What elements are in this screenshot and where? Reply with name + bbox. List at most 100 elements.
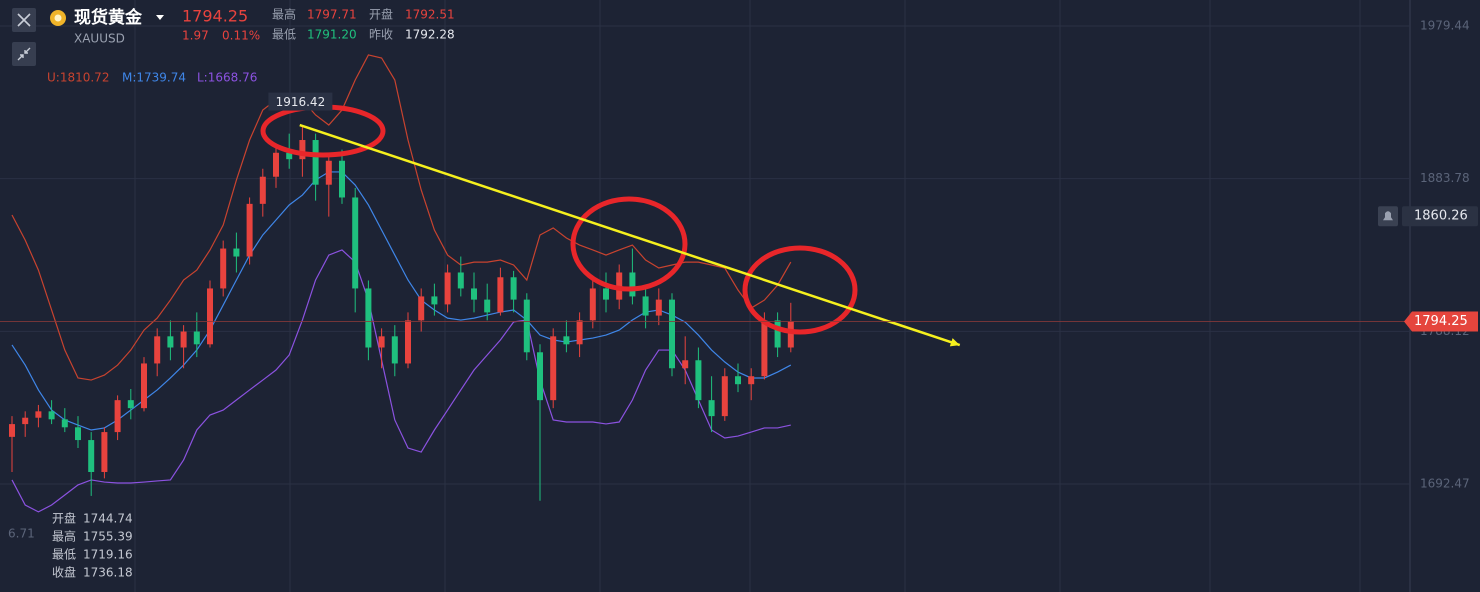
candle-body bbox=[787, 321, 794, 348]
trend-arrow bbox=[949, 338, 960, 347]
candle-body bbox=[721, 376, 728, 417]
candle-body bbox=[365, 288, 372, 348]
shrink-icon bbox=[17, 47, 31, 61]
candle-body bbox=[88, 440, 95, 472]
candle-body bbox=[114, 400, 121, 433]
price: 1794.25 bbox=[182, 7, 248, 26]
change: 1.97 bbox=[182, 29, 209, 43]
info-value: 1736.18 bbox=[83, 566, 133, 580]
stat-value: 1791.20 bbox=[307, 28, 357, 42]
y-tick-label: 1979.44 bbox=[1420, 18, 1470, 32]
info-label: 开盘 bbox=[52, 511, 76, 526]
candle-body bbox=[669, 299, 675, 369]
candle-body bbox=[35, 411, 42, 418]
stat-label: 最低 bbox=[272, 28, 296, 42]
candle-body bbox=[180, 331, 187, 348]
candle-body bbox=[695, 360, 702, 401]
candle-body bbox=[576, 320, 583, 345]
candle-body bbox=[774, 320, 781, 348]
close-icon bbox=[17, 13, 31, 27]
peak-label-box bbox=[268, 92, 333, 111]
candle-body bbox=[233, 248, 240, 257]
candle-body bbox=[405, 320, 411, 364]
candle-body bbox=[431, 296, 438, 305]
candle-body bbox=[444, 272, 451, 305]
candle-body bbox=[207, 288, 213, 345]
stat-value: 1792.28 bbox=[405, 28, 455, 42]
alert-bell bbox=[1383, 211, 1393, 221]
candle-body bbox=[497, 277, 504, 313]
candle-body bbox=[61, 419, 68, 428]
info-value: 1755.39 bbox=[83, 530, 133, 544]
info-value: 1719.16 bbox=[83, 548, 133, 562]
symbol-name[interactable]: 现货黄金 bbox=[74, 7, 143, 28]
candle-body bbox=[418, 296, 425, 321]
band-line bbox=[11, 54, 792, 381]
shrink-button[interactable] bbox=[12, 42, 36, 66]
edge-text: 6.71 bbox=[8, 527, 35, 541]
alert-price: 1860.26 bbox=[1414, 209, 1468, 224]
candle-body bbox=[378, 336, 385, 348]
candle-body bbox=[299, 140, 306, 160]
alert-box bbox=[1402, 206, 1478, 227]
candle-body bbox=[655, 299, 662, 316]
candle-body bbox=[286, 152, 293, 160]
candle-body bbox=[273, 152, 279, 177]
candle-body bbox=[457, 272, 464, 289]
gold-icon bbox=[54, 14, 62, 22]
dropdown-arrow[interactable] bbox=[156, 15, 164, 20]
change-pct: 0.11% bbox=[222, 29, 260, 43]
candle-body bbox=[154, 336, 161, 364]
candle-body bbox=[523, 299, 530, 353]
candle-body bbox=[101, 432, 108, 472]
candle-body bbox=[48, 411, 55, 420]
candle-body bbox=[761, 320, 768, 377]
candle-body bbox=[708, 400, 715, 417]
candle-body bbox=[629, 272, 636, 297]
highlight-circle bbox=[570, 196, 688, 292]
candle-body bbox=[259, 176, 266, 204]
highlight-circle bbox=[742, 245, 858, 335]
stat-label: 最高 bbox=[272, 7, 296, 22]
legend-entry: M:1739.74 bbox=[122, 71, 186, 85]
candle-body bbox=[339, 160, 345, 198]
stat-label: 开盘 bbox=[369, 7, 393, 22]
peak-label: 1916.42 bbox=[276, 95, 326, 109]
y-tick-label: 1692.47 bbox=[1420, 476, 1470, 490]
y-tick-label: 1883.78 bbox=[1420, 171, 1470, 185]
candle-body bbox=[589, 288, 596, 321]
last-price-label: 1794.25 bbox=[1414, 314, 1468, 329]
info-label: 收盘 bbox=[52, 565, 76, 580]
candle-body bbox=[141, 363, 147, 409]
candle-body bbox=[391, 336, 398, 364]
candle-body bbox=[484, 299, 491, 313]
trend-line bbox=[299, 123, 961, 347]
candle-body bbox=[735, 376, 741, 385]
candle-body bbox=[193, 331, 200, 345]
candle-body bbox=[167, 336, 174, 348]
candle-body bbox=[325, 160, 332, 185]
candle-body bbox=[603, 288, 609, 300]
legend-entry: L:1668.76 bbox=[197, 71, 257, 85]
candle-body bbox=[352, 197, 359, 289]
stat-value: 1797.71 bbox=[307, 8, 357, 22]
candle-body bbox=[471, 288, 477, 300]
candle-body bbox=[537, 352, 543, 401]
stat-value: 1792.51 bbox=[405, 8, 455, 22]
candle-body bbox=[127, 400, 134, 409]
candle-body bbox=[550, 336, 557, 401]
candle-body bbox=[748, 376, 755, 385]
candle-body bbox=[682, 360, 689, 369]
candle-body bbox=[642, 296, 649, 316]
info-label: 最高 bbox=[52, 529, 76, 544]
candle-body bbox=[312, 140, 319, 185]
candle-body bbox=[220, 248, 227, 289]
candle-body bbox=[510, 277, 517, 300]
info-value: 1744.74 bbox=[83, 512, 133, 526]
symbol-code: XAUUSD bbox=[74, 32, 125, 46]
info-label: 最低 bbox=[52, 548, 76, 562]
candle-body bbox=[22, 417, 29, 425]
legend-entry: U:1810.72 bbox=[47, 71, 109, 85]
